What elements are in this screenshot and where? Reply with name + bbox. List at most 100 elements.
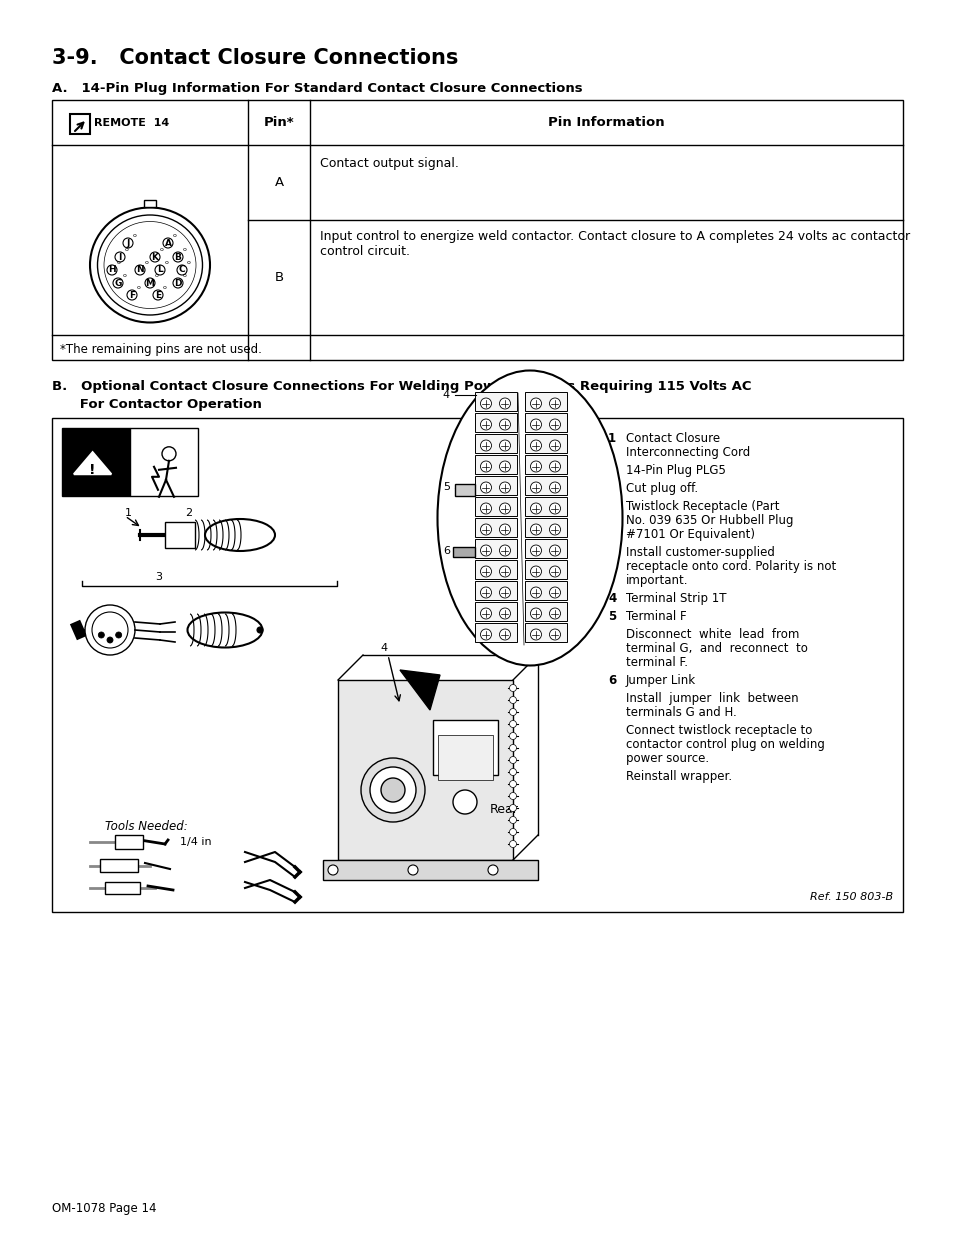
- Bar: [475, 538, 517, 558]
- Bar: [70, 114, 90, 135]
- Text: o: o: [145, 261, 149, 266]
- Circle shape: [480, 398, 491, 409]
- Bar: [524, 391, 566, 411]
- Text: A.   14-Pin Plug Information For Standard Contact Closure Connections: A. 14-Pin Plug Information For Standard …: [52, 82, 582, 95]
- Circle shape: [328, 864, 337, 876]
- Circle shape: [480, 419, 491, 430]
- Text: Rear: Rear: [490, 803, 518, 816]
- Text: 2: 2: [185, 508, 192, 517]
- Ellipse shape: [205, 519, 274, 551]
- Text: important.: important.: [625, 574, 688, 587]
- Text: Contact Closure: Contact Closure: [625, 432, 720, 445]
- Ellipse shape: [90, 207, 210, 322]
- Bar: [475, 412, 517, 432]
- Bar: [105, 882, 140, 894]
- Circle shape: [530, 608, 541, 619]
- Bar: [475, 496, 517, 516]
- Circle shape: [499, 545, 510, 556]
- Text: E: E: [154, 290, 161, 300]
- Circle shape: [480, 608, 491, 619]
- Circle shape: [480, 587, 491, 598]
- Circle shape: [499, 461, 510, 472]
- Circle shape: [115, 632, 122, 638]
- Text: Disconnect  white  lead  from: Disconnect white lead from: [625, 629, 799, 641]
- Circle shape: [480, 629, 491, 640]
- Text: C: C: [178, 266, 185, 274]
- Circle shape: [549, 419, 560, 430]
- Text: 3: 3: [607, 500, 616, 513]
- Text: 1/4 in: 1/4 in: [180, 837, 212, 847]
- Circle shape: [530, 440, 541, 451]
- Bar: [524, 580, 566, 600]
- Text: o: o: [154, 273, 159, 278]
- Text: B: B: [274, 270, 283, 284]
- Circle shape: [499, 629, 510, 640]
- Circle shape: [145, 278, 154, 288]
- Ellipse shape: [188, 613, 262, 647]
- Text: No. 039 635 Or Hubbell Plug: No. 039 635 Or Hubbell Plug: [625, 514, 793, 527]
- Text: o: o: [183, 273, 187, 278]
- Circle shape: [549, 398, 560, 409]
- Circle shape: [509, 697, 516, 704]
- Bar: [475, 391, 517, 411]
- Text: o: o: [137, 285, 141, 290]
- Text: 4: 4: [442, 390, 450, 400]
- Circle shape: [499, 419, 510, 430]
- Circle shape: [549, 545, 560, 556]
- Circle shape: [509, 816, 516, 824]
- Circle shape: [549, 608, 560, 619]
- Bar: [52, 100, 902, 359]
- Text: 14-Pin Plug PLG5: 14-Pin Plug PLG5: [625, 464, 725, 477]
- Text: Tools Needed:: Tools Needed:: [105, 820, 188, 832]
- Text: o: o: [165, 261, 169, 266]
- Text: 2: 2: [607, 464, 616, 477]
- Circle shape: [530, 566, 541, 577]
- Text: o: o: [163, 285, 167, 290]
- Text: N: N: [136, 266, 144, 274]
- Text: 1: 1: [607, 432, 616, 445]
- Text: For Contactor Operation: For Contactor Operation: [52, 398, 262, 411]
- Text: OM-1078 Page 14: OM-1078 Page 14: [52, 1202, 156, 1215]
- Text: #7101 Or Equivalent): #7101 Or Equivalent): [625, 529, 754, 541]
- Circle shape: [107, 266, 117, 275]
- Text: Install customer-supplied: Install customer-supplied: [625, 546, 774, 559]
- Text: F: F: [129, 290, 135, 300]
- Circle shape: [549, 587, 560, 598]
- Circle shape: [509, 841, 516, 847]
- Circle shape: [172, 278, 183, 288]
- Text: 4: 4: [607, 592, 616, 605]
- Text: 5: 5: [442, 483, 450, 493]
- Text: o: o: [132, 233, 136, 238]
- Ellipse shape: [104, 221, 195, 309]
- Circle shape: [85, 605, 135, 655]
- Text: power source.: power source.: [625, 752, 708, 764]
- Circle shape: [91, 613, 128, 648]
- Text: A: A: [164, 238, 172, 247]
- Circle shape: [163, 238, 172, 248]
- Text: A: A: [274, 177, 283, 189]
- Bar: [524, 496, 566, 516]
- Text: !: !: [90, 463, 95, 478]
- Text: K: K: [152, 252, 158, 262]
- Bar: [524, 538, 566, 558]
- Text: B.   Optional Contact Closure Connections For Welding Power Sources Requiring 11: B. Optional Contact Closure Connections …: [52, 380, 751, 393]
- Circle shape: [509, 684, 516, 692]
- Bar: [524, 517, 566, 537]
- Circle shape: [530, 545, 541, 556]
- Text: D: D: [174, 279, 182, 288]
- Circle shape: [408, 864, 417, 876]
- Circle shape: [488, 864, 497, 876]
- Circle shape: [530, 482, 541, 493]
- Text: *The remaining pins are not used.: *The remaining pins are not used.: [60, 343, 262, 356]
- Bar: [475, 475, 517, 495]
- Circle shape: [152, 290, 163, 300]
- Circle shape: [150, 252, 160, 262]
- Circle shape: [499, 566, 510, 577]
- Text: Interconnecting Cord: Interconnecting Cord: [625, 446, 749, 459]
- Bar: [475, 601, 517, 621]
- Text: o: o: [123, 273, 127, 278]
- Circle shape: [380, 778, 405, 802]
- Text: L: L: [157, 266, 163, 274]
- Circle shape: [509, 804, 516, 811]
- Bar: [100, 860, 138, 872]
